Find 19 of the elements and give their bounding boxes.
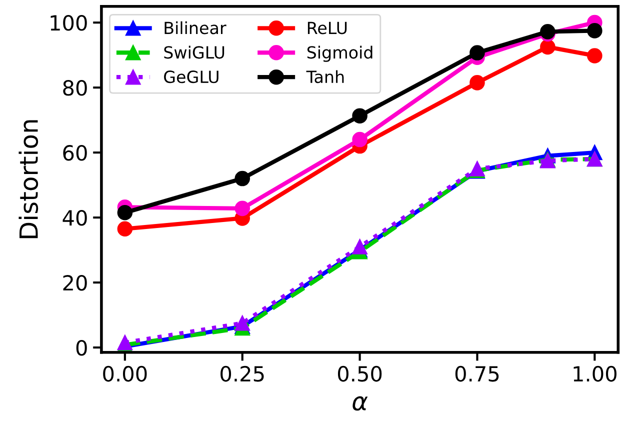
x-tick-label: 0.25 [220, 366, 264, 382]
legend-label: GeGLU [164, 70, 218, 84]
legend-label: Sigmoid [307, 46, 372, 62]
y-tick-label: 40 [62, 210, 87, 226]
y-axis-title: Distortion [18, 120, 38, 238]
x-axis-title: α [352, 396, 368, 411]
legend-label: ReLU [308, 22, 347, 34]
y-tick-label: 80 [63, 80, 87, 96]
y-tick-label: 0 [76, 340, 87, 356]
x-tick-label: 0.00 [103, 366, 147, 382]
x-tick-label: 0.75 [455, 366, 499, 382]
y-tick-label: 20 [63, 274, 87, 291]
legend-label: Bilinear [164, 21, 226, 34]
y-tick-label: 100 [50, 15, 87, 31]
legend-label: SwiGLU [164, 46, 224, 59]
x-tick-label: 1.00 [574, 366, 616, 382]
legend-label: Tanh [306, 70, 344, 84]
x-tick-label: 0.50 [338, 366, 382, 382]
y-tick-label: 60 [63, 144, 87, 161]
